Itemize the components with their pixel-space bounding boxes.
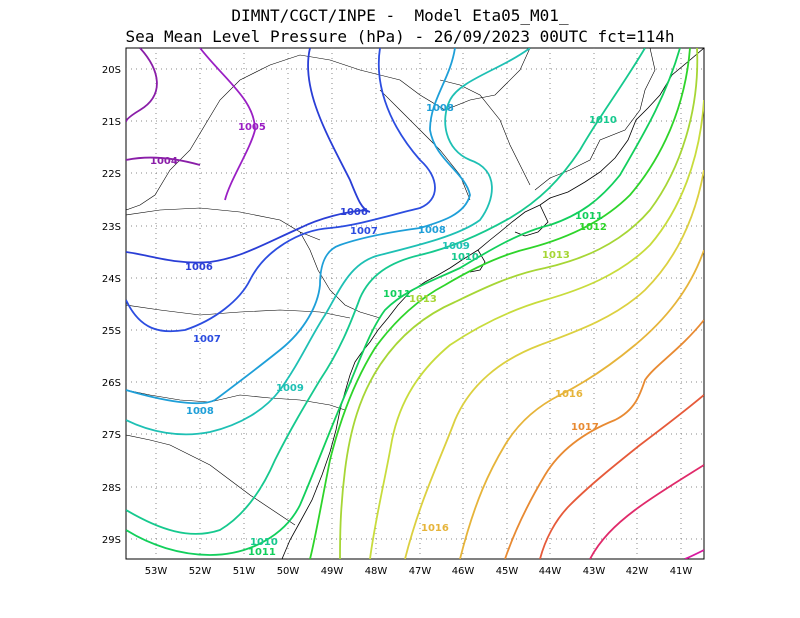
isobar-1016 [459, 249, 704, 559]
lon-label: 45W [496, 566, 519, 577]
contour-labels: 1004 1005 1006 1006 1007 1007 1008 1008 … [150, 103, 617, 558]
isobar-1005 [199, 48, 256, 201]
isobar-1019 [589, 464, 704, 559]
isobar-1011 [126, 48, 681, 556]
lat-label: 27S [102, 430, 121, 441]
lat-label: 28S [102, 483, 121, 494]
lon-label: 53W [145, 566, 168, 577]
lon-label: 52W [189, 566, 212, 577]
lon-label: 51W [233, 566, 256, 577]
lat-label: 20S [102, 65, 121, 76]
lon-label: 47W [409, 566, 432, 577]
contour-label: 1012 [579, 222, 607, 233]
lon-label: 46W [452, 566, 475, 577]
contour-label: 1011 [383, 289, 411, 300]
contour-label: 1016 [421, 523, 449, 534]
contour-label: 1013 [542, 250, 570, 261]
lon-label: 50W [277, 566, 300, 577]
contour-label: 1016 [555, 389, 583, 400]
contour-label: 1011 [575, 211, 603, 222]
longitude-labels: 53W 52W 51W 50W 49W 48W 47W 46W 45W 44W … [145, 566, 693, 577]
contour-label: 1008 [186, 406, 214, 417]
lat-label: 26S [102, 378, 121, 389]
isobar-1018 [539, 394, 704, 559]
contour-label: 1017 [571, 422, 599, 433]
isobars [126, 48, 704, 559]
isobar-1004 [126, 156, 201, 166]
lat-label: 25S [102, 326, 121, 337]
contour-label: 1010 [589, 115, 617, 126]
latitude-labels: 20S 21S 22S 23S 24S 25S 26S 27S 28S 29S [102, 65, 121, 546]
plot-frame [125, 47, 705, 560]
contour-label: 1008 [426, 103, 454, 114]
contour-label: 1009 [442, 241, 470, 252]
map-title: DIMNT/CGCT/INPE - Model Eta05_M01_ [231, 6, 569, 25]
state-borders [126, 48, 656, 526]
contour-label: 1006 [185, 262, 213, 273]
lat-label: 29S [102, 535, 121, 546]
isobar-1006 [307, 48, 371, 213]
lon-label: 42W [626, 566, 649, 577]
isobar-1013 [339, 48, 699, 559]
isobar-1015 [404, 169, 704, 559]
isobar-1017 [504, 319, 704, 559]
lat-label: 23S [102, 222, 121, 233]
contour-label: 1007 [350, 226, 378, 237]
isobar-1008 [126, 48, 471, 405]
contour-label: 1006 [340, 207, 368, 218]
isobar-1009 [126, 48, 531, 436]
contour-label: 1008 [418, 225, 446, 236]
map-subtitle: Sea Mean Level Pressure (hPa) - 26/09/20… [125, 27, 675, 46]
contour-label: 1004 [150, 156, 178, 167]
lon-label: 43W [583, 566, 606, 577]
lat-label: 24S [102, 274, 121, 285]
contour-label: 1009 [276, 383, 304, 394]
isobar-1010 [126, 48, 646, 535]
contour-label: 1011 [248, 547, 276, 558]
lon-label: 44W [539, 566, 562, 577]
lon-label: 49W [321, 566, 344, 577]
contour-label: 1010 [250, 537, 278, 548]
contour-label: 1005 [238, 122, 266, 133]
contour-label: 1013 [409, 294, 437, 305]
isobar-1006 [126, 209, 366, 264]
isobar-1007 [126, 48, 436, 333]
isobar-1012 [309, 48, 691, 559]
lon-label: 41W [670, 566, 693, 577]
isobar-1014 [369, 99, 704, 559]
contour-label: 1007 [193, 334, 221, 345]
isobar-1020 [684, 549, 704, 559]
lat-label: 22S [102, 169, 121, 180]
contour-label: 1010 [451, 252, 479, 263]
lon-label: 48W [365, 566, 388, 577]
isobar-1004 [126, 48, 158, 123]
lat-label: 21S [102, 117, 121, 128]
